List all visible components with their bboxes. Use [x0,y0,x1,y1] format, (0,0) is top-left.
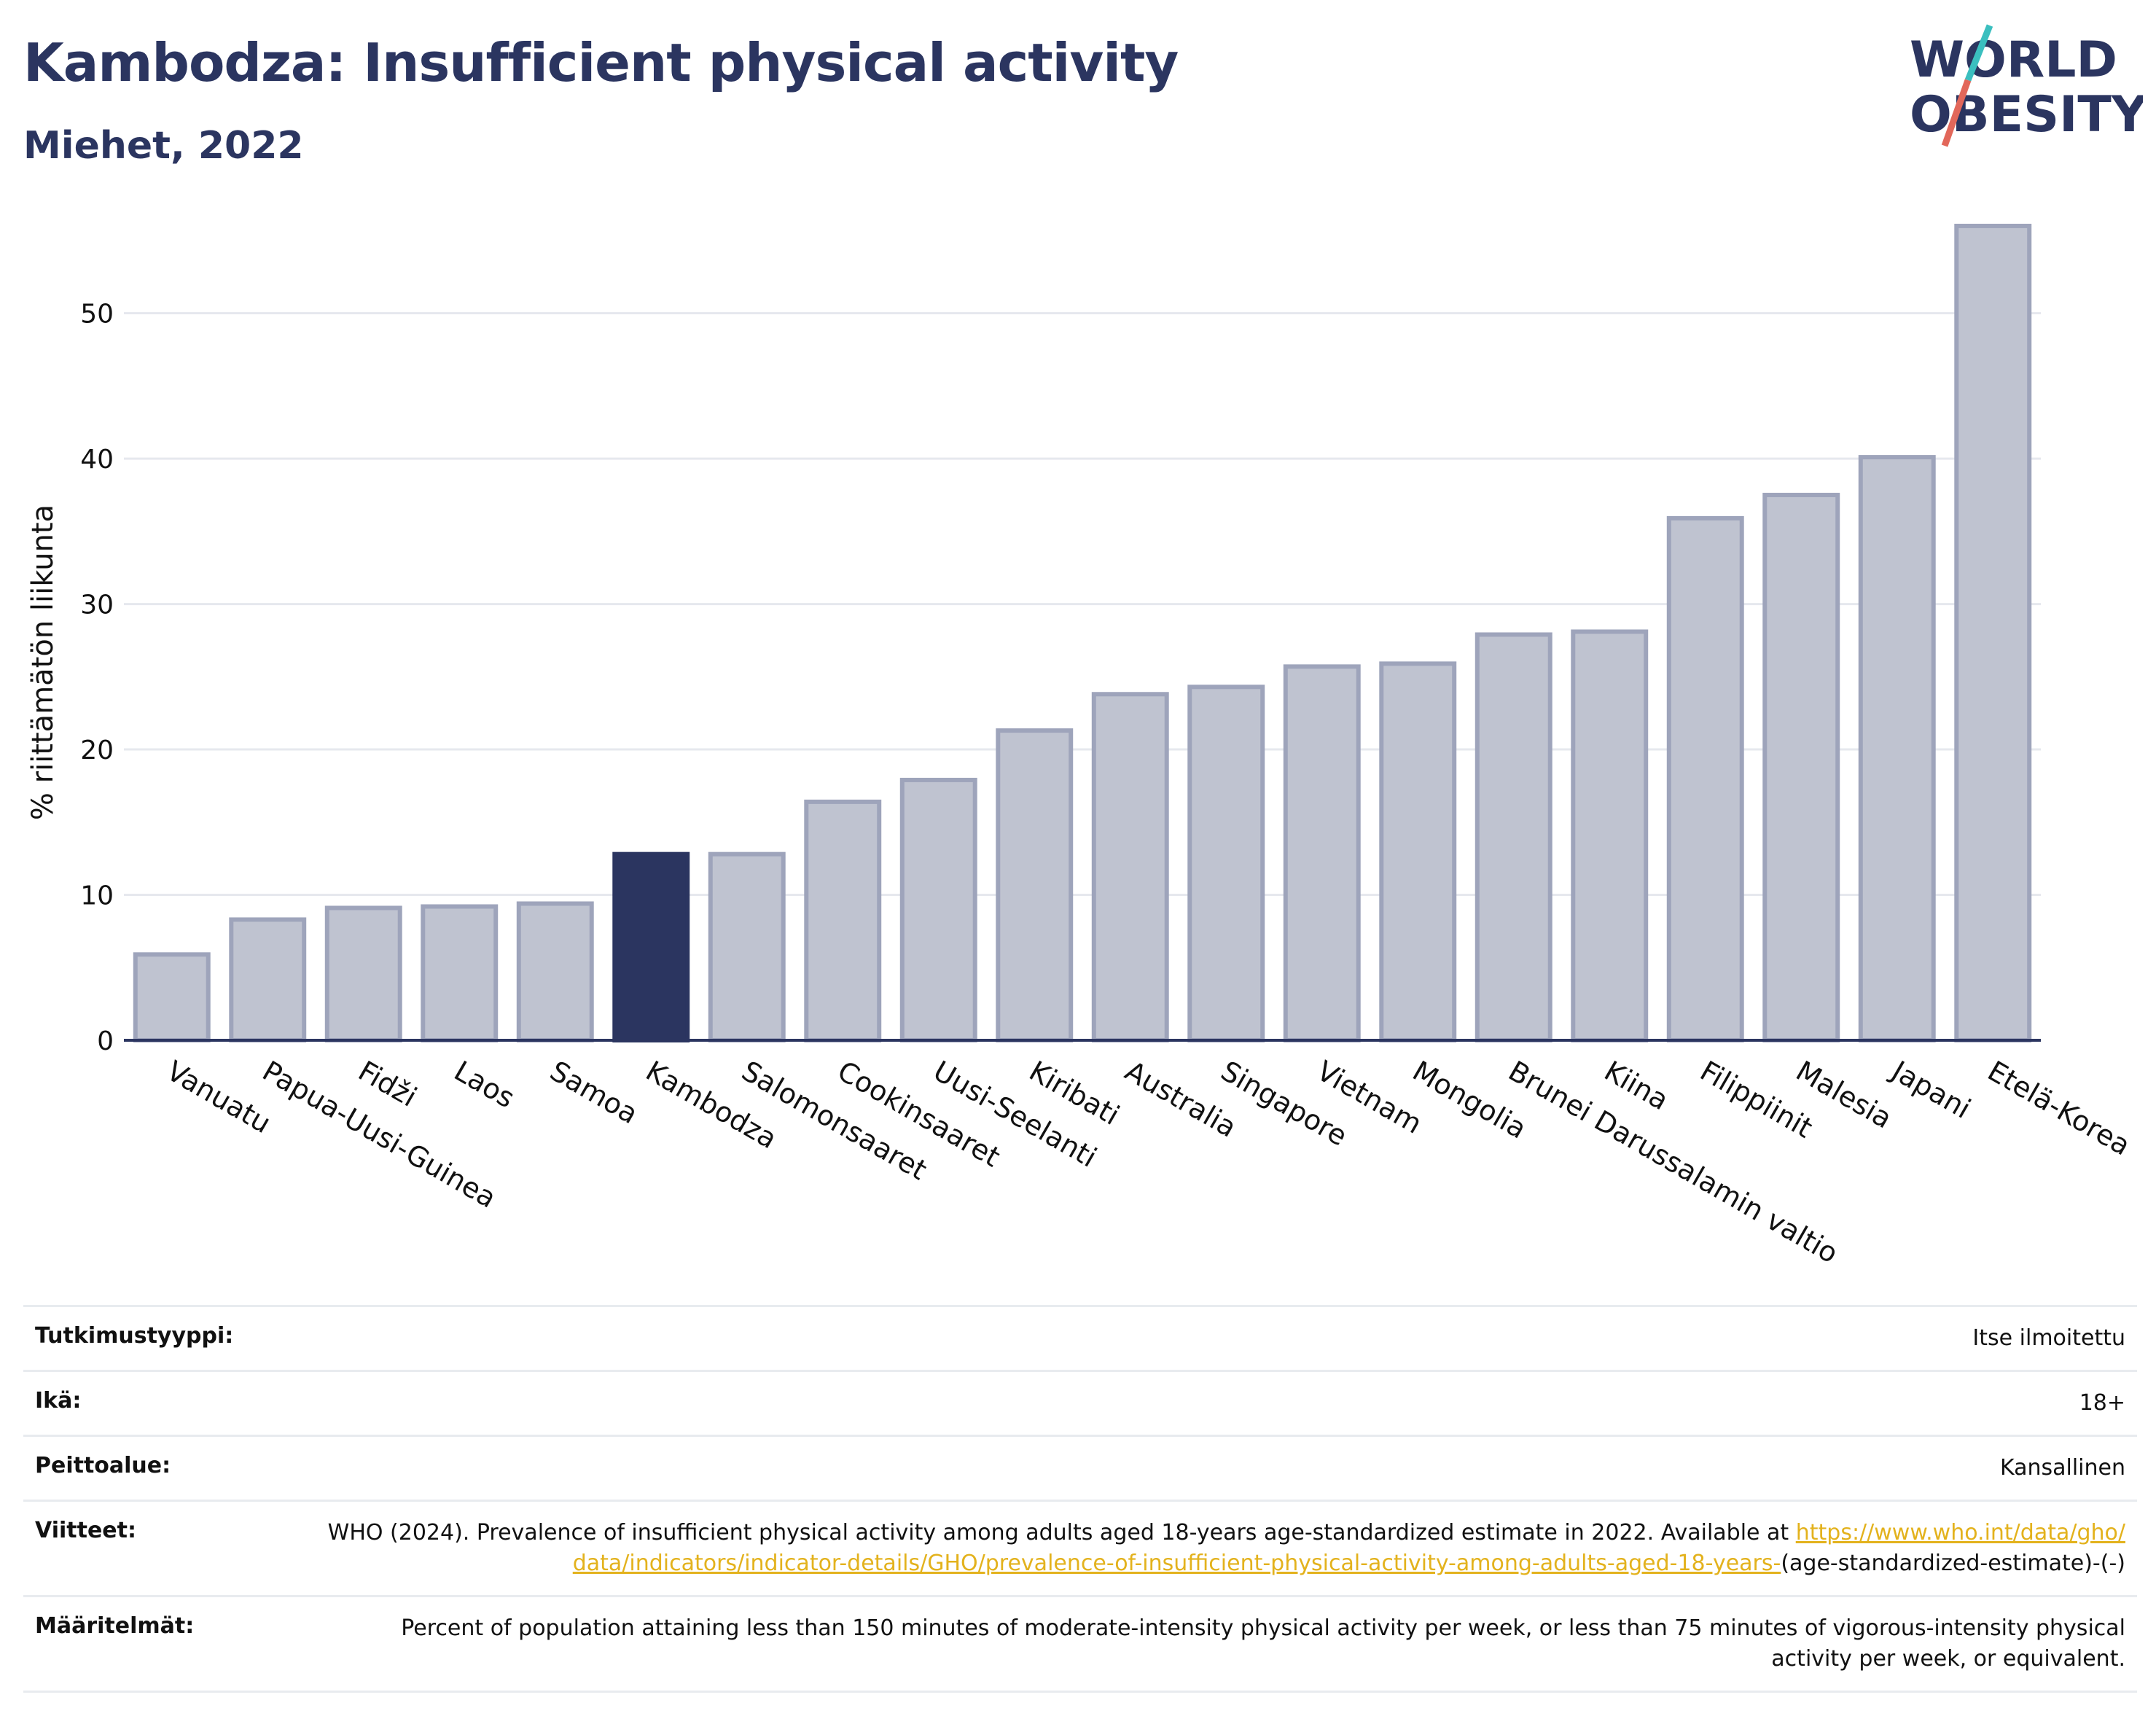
bar [1091,692,1169,1042]
chart-subtitle: Miehet, 2022 [23,124,304,168]
info-label: Määritelmät: [35,1613,195,1639]
info-label: Tutkimustyyppi: [35,1323,234,1349]
reference-text: WHO (2024). Prevalence of insufficient p… [327,1520,1789,1545]
y-tick-label: 50 [80,300,114,330]
x-tick-label: Japani [1886,1054,1977,1125]
x-tick-label: Laos [449,1055,520,1115]
bar [708,851,786,1043]
bar [229,917,307,1042]
y-tick-label: 40 [80,445,114,475]
info-value: Percent of population attaining less tha… [401,1615,2125,1672]
logo-slash-teal [1964,24,1993,82]
reference-suffix: (age-standardized-estimate)-(-) [1781,1551,2125,1576]
info-label: Peittoalue: [35,1453,171,1478]
bar [421,904,499,1042]
bar [996,728,1074,1042]
bar [1954,223,2032,1042]
info-value: 18+ [2079,1390,2125,1416]
info-row-coverage: Peittoalue: Kansallinen [23,1435,2137,1500]
info-row-study-type: Tutkimustyyppi: Itse ilmoitettu [23,1305,2137,1370]
bar [133,952,211,1043]
info-value: Kansallinen [1999,1455,2125,1481]
bar [324,905,402,1042]
y-axis-title: % riittämätön liikunta [26,504,60,820]
info-label: Viitteet: [35,1518,136,1543]
info-value-references: WHO (2024). Prevalence of insufficient p… [327,1518,2125,1579]
x-tick-label: Fidži [353,1055,422,1113]
y-tick-label: 20 [80,736,114,765]
bars [133,223,2032,1043]
reference-link[interactable]: https://www.who.int/data/gho/data/indica… [572,1520,2125,1576]
logo-line2: OBESITY [1910,86,2143,144]
x-tick-label: Vanuatu [161,1055,276,1139]
bar [1379,661,1457,1042]
bar [1187,685,1265,1042]
info-value: Itse ilmoitettu [1972,1325,2125,1351]
world-obesity-logo: WORLD OBESITY [1910,24,2143,147]
info-label: Ikä: [35,1388,82,1414]
x-tick-label: Etelä-Korea [1983,1055,2136,1162]
grid-lines [124,312,2041,897]
y-tick-label: 30 [80,590,114,620]
bar [1858,455,1936,1042]
bar [1475,632,1552,1042]
bar [804,799,882,1042]
chart-title: Kambodza: Insufficient physical activity [23,32,1179,93]
bar [1283,664,1361,1042]
bar [899,777,977,1042]
x-tick-label: Brunei Darussalamin valtio [1503,1055,1843,1270]
y-tick-label: 10 [80,881,114,911]
info-row-references: Viitteet: WHO (2024). Prevalence of insu… [23,1500,2137,1595]
y-tick-label: 0 [97,1026,114,1056]
bar [1762,492,1840,1042]
info-row-age: Ikä: 18+ [23,1370,2137,1435]
bar [1666,515,1744,1042]
x-tick-label: Uusi-Seelanti [928,1055,1102,1174]
info-table: Tutkimustyyppi: Itse ilmoitettu Ikä: 18+… [23,1305,2137,1693]
bar [1571,629,1649,1042]
bar-highlight [612,851,690,1043]
logo-slash-red [1941,79,1972,147]
logo-line1: WORLD [1910,31,2117,89]
x-tick-label: Samoa [544,1055,643,1131]
bar [516,901,594,1043]
bar-chart: 01020304050VanuatuPapua-Uusi-GuineaFidži… [26,223,2136,1270]
info-row-definitions: Määritelmät: Percent of population attai… [23,1595,2137,1693]
